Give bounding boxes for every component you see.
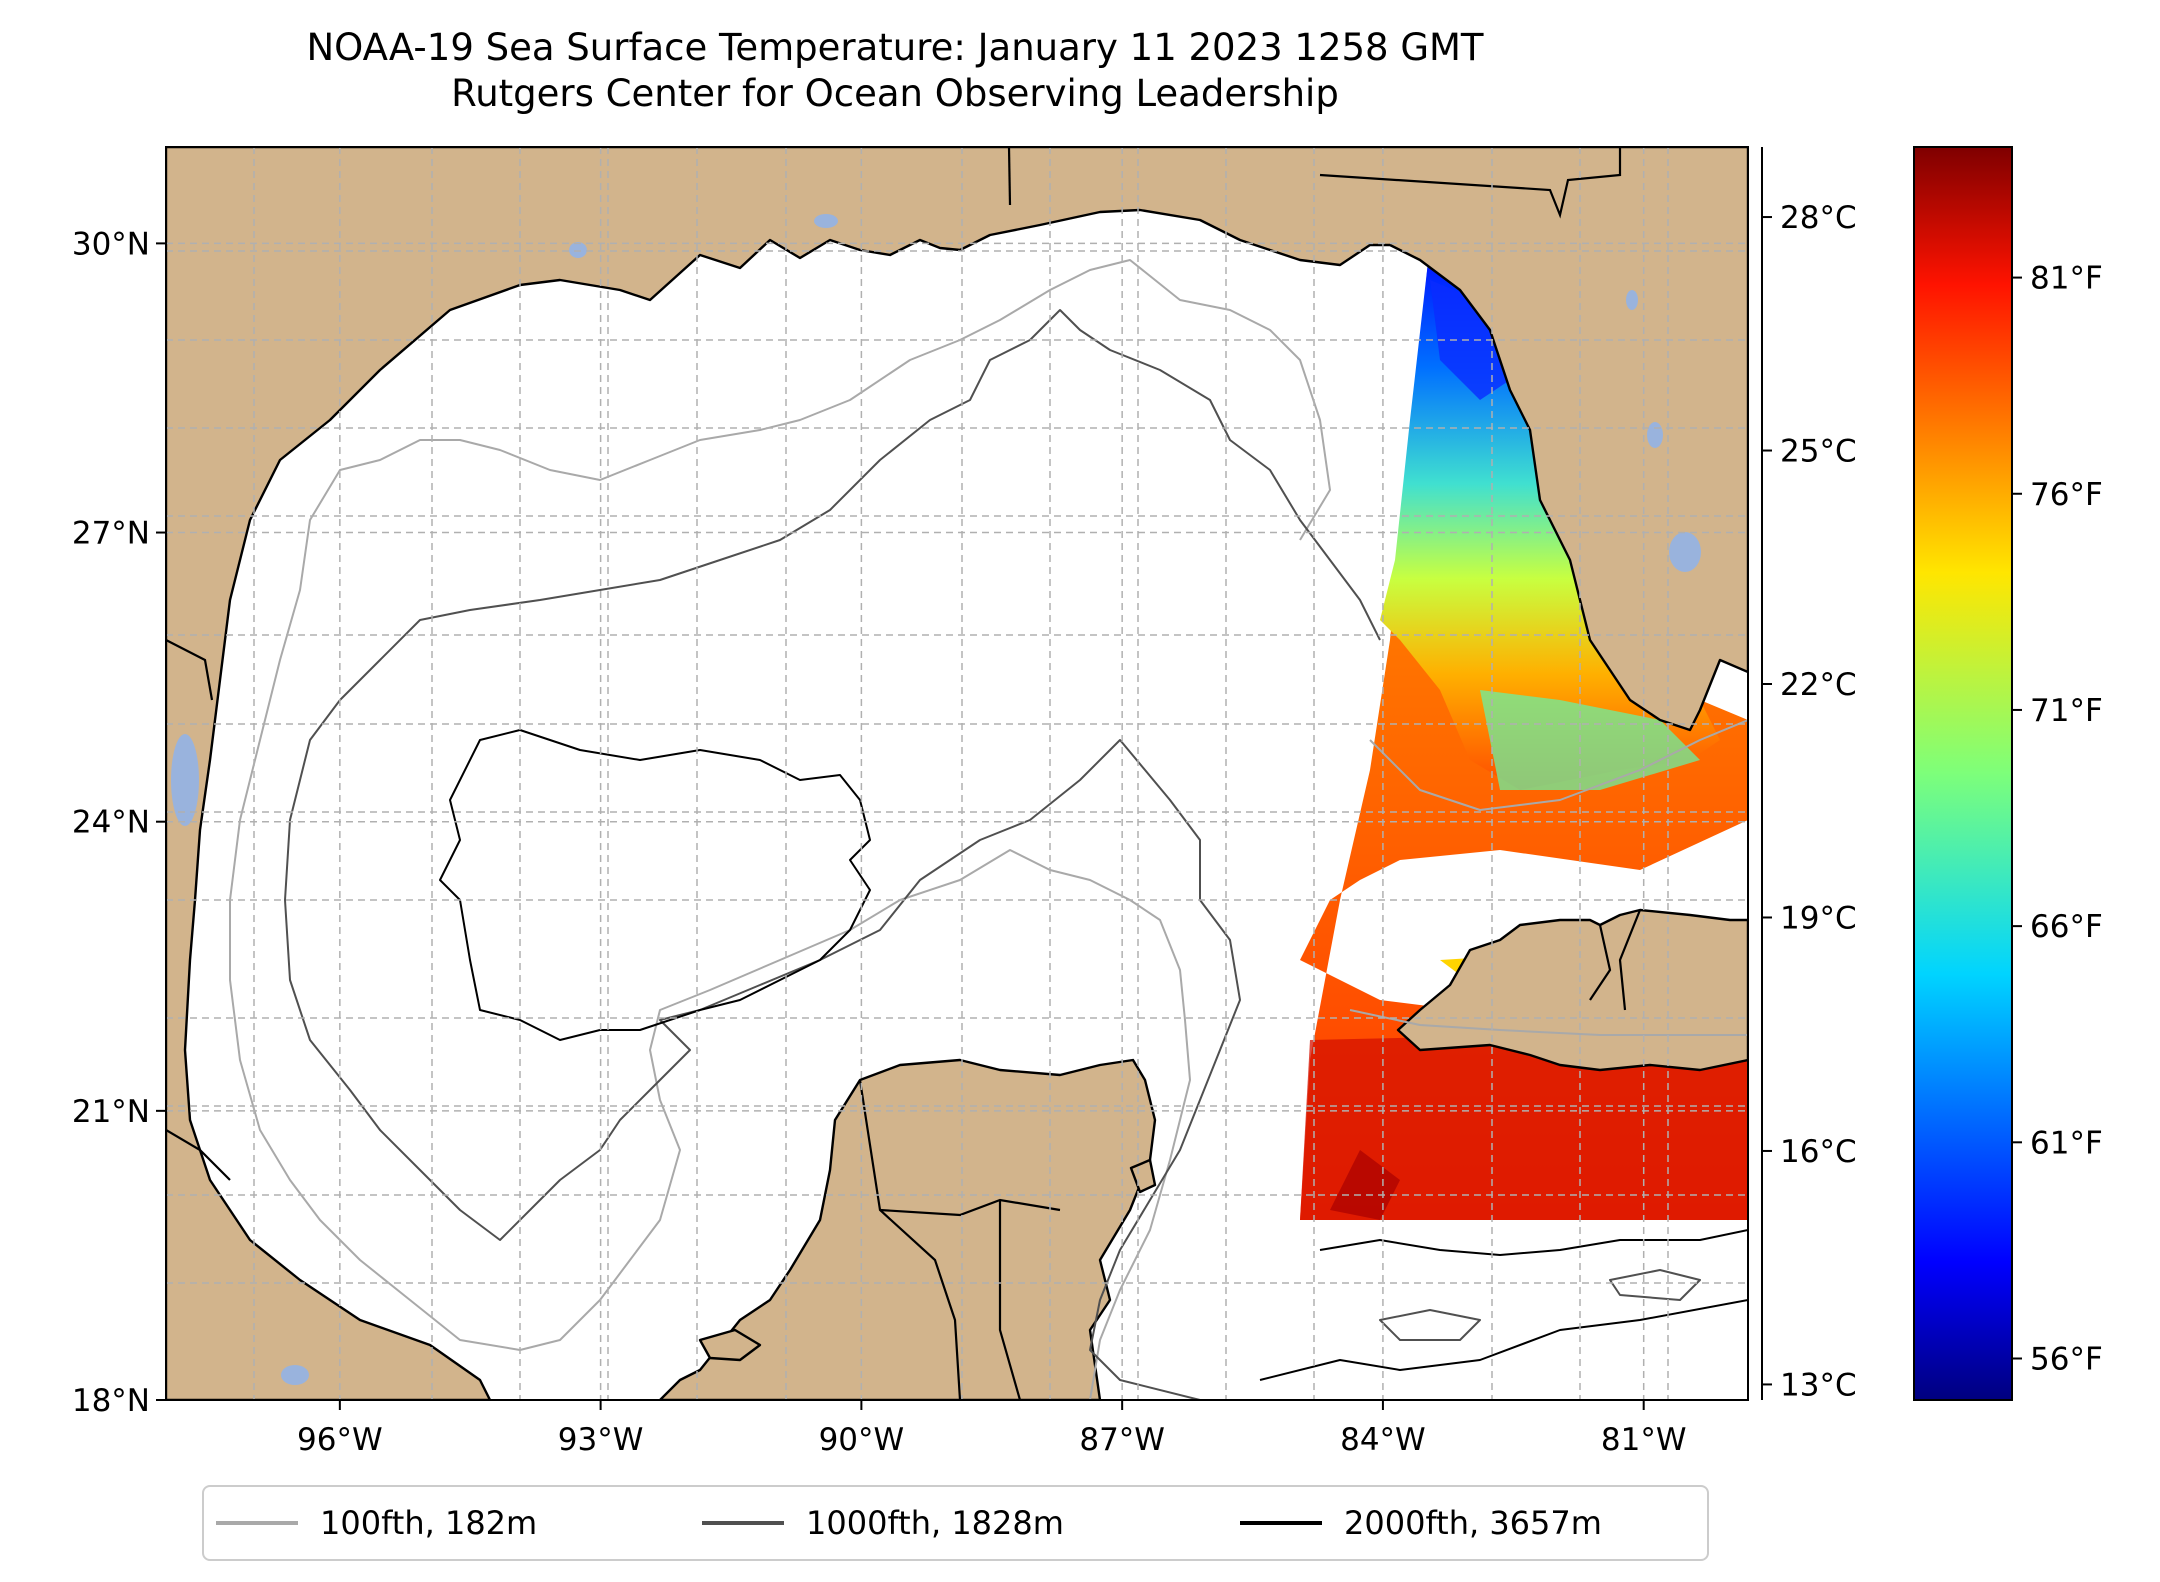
contour-100fth [229, 259, 1331, 1400]
lat-tick-label: 30°N [72, 226, 150, 262]
map-frame [165, 146, 1749, 1401]
fahrenheit-axis: 56°F 61°F 66°F 71°F 76°F 81°F [2012, 261, 2103, 1377]
celsius-tick-label: 25°C [1780, 434, 1857, 470]
contour-100fth-east [1369, 719, 1748, 811]
map-subtitle: Rutgers Center for Ocean Observing Leade… [451, 72, 1339, 115]
fahrenheit-tick-label: 56°F [2030, 1341, 2103, 1377]
lon-tick-label: 93°W [558, 1422, 644, 1458]
celsius-tick-label: 13°C [1780, 1367, 1857, 1403]
fahrenheit-tick-label: 81°F [2030, 261, 2103, 297]
political-borders [166, 147, 1642, 1400]
legend-swatch-2000fth [1240, 1521, 1322, 1525]
map-area [166, 147, 1748, 1400]
lon-tick-label: 81°W [1601, 1422, 1687, 1458]
celsius-tick-label: 16°C [1780, 1134, 1857, 1170]
lon-tick-label: 87°W [1079, 1422, 1165, 1458]
fahrenheit-tick-label: 76°F [2030, 477, 2103, 513]
fahrenheit-tick-label: 61°F [2030, 1125, 2103, 1161]
longitude-ticks: 96°W 93°W 90°W 87°W 84°W 81°W [297, 1400, 1686, 1458]
celsius-tick-label: 28°C [1780, 200, 1857, 236]
lat-tick-label: 18°N [72, 1383, 150, 1419]
colorbar [1913, 146, 2013, 1401]
legend: 100fth, 182m 1000fth, 1828m 2000fth, 365… [202, 1485, 1709, 1561]
latitude-ticks: 18°N 21°N 24°N 27°N 30°N [72, 226, 166, 1419]
celsius-axis: 13°C 16°C 19°C 22°C 25°C 28°C [1761, 147, 1857, 1403]
lakes [171, 214, 1701, 1385]
contour-1000fth [284, 309, 1381, 1400]
fahrenheit-tick-label: 66°F [2030, 909, 2103, 945]
celsius-tick-label: 19°C [1780, 900, 1857, 936]
legend-item-2000fth: 2000fth, 3657m [1240, 1503, 1602, 1543]
legend-swatch-100fth [216, 1521, 298, 1525]
contour-2000fth [439, 729, 871, 1041]
legend-label-2000fth: 2000fth, 3657m [1344, 1504, 1602, 1542]
lon-tick-label: 96°W [297, 1422, 383, 1458]
legend-swatch-1000fth [702, 1521, 784, 1525]
celsius-tick-label: 22°C [1780, 667, 1857, 703]
map-title: NOAA-19 Sea Surface Temperature: January… [306, 26, 1484, 69]
legend-item-1000fth: 1000fth, 1828m [702, 1503, 1064, 1543]
lat-tick-label: 21°N [72, 1094, 150, 1130]
legend-label-100fth: 100fth, 182m [320, 1504, 538, 1542]
fahrenheit-tick-label: 71°F [2030, 693, 2103, 729]
lat-tick-label: 27°N [72, 516, 150, 552]
lon-tick-label: 84°W [1340, 1422, 1426, 1458]
land-masses [166, 147, 1748, 1400]
lon-tick-label: 90°W [819, 1422, 905, 1458]
lat-tick-label: 24°N [72, 805, 150, 841]
bathymetry-contours [229, 259, 1748, 1400]
legend-label-1000fth: 1000fth, 1828m [806, 1504, 1064, 1542]
legend-item-100fth: 100fth, 182m [216, 1503, 537, 1543]
gridlines [166, 147, 1748, 1400]
gridlines-major [166, 147, 1748, 1400]
